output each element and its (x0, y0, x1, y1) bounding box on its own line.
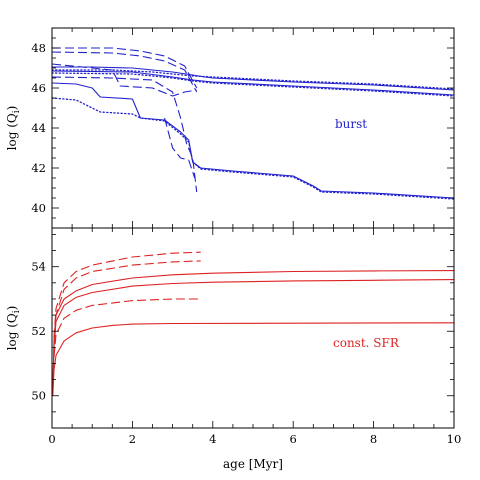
burst-axis-ticks: 40 42 44 46 48 (31, 27, 455, 229)
burst-series-3-dotted (51, 72, 455, 97)
burst-series-1-dotted (51, 69, 455, 90)
burst-y-tick-label: 48 (31, 41, 46, 55)
burst-annotation: burst (335, 117, 367, 131)
const-sfr-panel: 0 2 4 6 8 10 50 52 54 const. SFR log (Qi) age [M… (5, 227, 461, 471)
burst-ylabel: log (Qi) (5, 106, 22, 151)
x-axis-label: age [Myr] (223, 457, 283, 471)
burst-y-tick-label: 40 (31, 201, 46, 215)
burst-series-10-dashed (164, 117, 196, 179)
const-sfr-annotation: const. SFR (333, 336, 400, 350)
burst-series-8-dotted (51, 97, 455, 200)
const-sfr-axis-ticks: 0 2 4 6 8 10 50 52 54 (31, 228, 461, 446)
burst-series-group (51, 47, 455, 200)
const-sfr-series-0-solid (52, 270, 455, 390)
const-sfr-y-tick-label: 52 (31, 324, 46, 338)
x-tick-label: 10 (447, 432, 462, 446)
const-sfr-y-tick-label: 50 (31, 389, 46, 403)
burst-series-6-dashed (51, 63, 197, 97)
x-tick-label: 0 (48, 432, 55, 446)
x-tick-label: 6 (290, 432, 297, 446)
x-tick-label: 2 (129, 432, 136, 446)
const-sfr-series-4-dashed (53, 260, 201, 345)
const-sfr-series-group (52, 251, 455, 396)
burst-y-tick-label: 46 (31, 81, 46, 95)
const-sfr-series-3-dashed (53, 251, 201, 338)
burst-series-9-dashed (51, 76, 198, 193)
const-sfr-ylabel: log (Qi) (5, 306, 22, 351)
burst-y-tick-label: 44 (31, 121, 46, 135)
burst-series-0-solid (52, 66, 455, 91)
const-sfr-series-2-solid (52, 322, 455, 396)
const-sfr-panel-frame (51, 227, 455, 429)
const-sfr-series-5-dashed (53, 298, 201, 358)
burst-panel-frame (51, 27, 455, 229)
burst-series-7-solid (51, 82, 455, 199)
x-tick-label: 4 (209, 432, 216, 446)
burst-series-2-solid (51, 70, 455, 96)
burst-y-tick-label: 42 (31, 161, 46, 175)
x-tick-label: 8 (370, 432, 377, 446)
const-sfr-y-tick-label: 54 (31, 260, 46, 274)
burst-panel: 40 42 44 46 48 burst log (Qi) (5, 27, 455, 229)
